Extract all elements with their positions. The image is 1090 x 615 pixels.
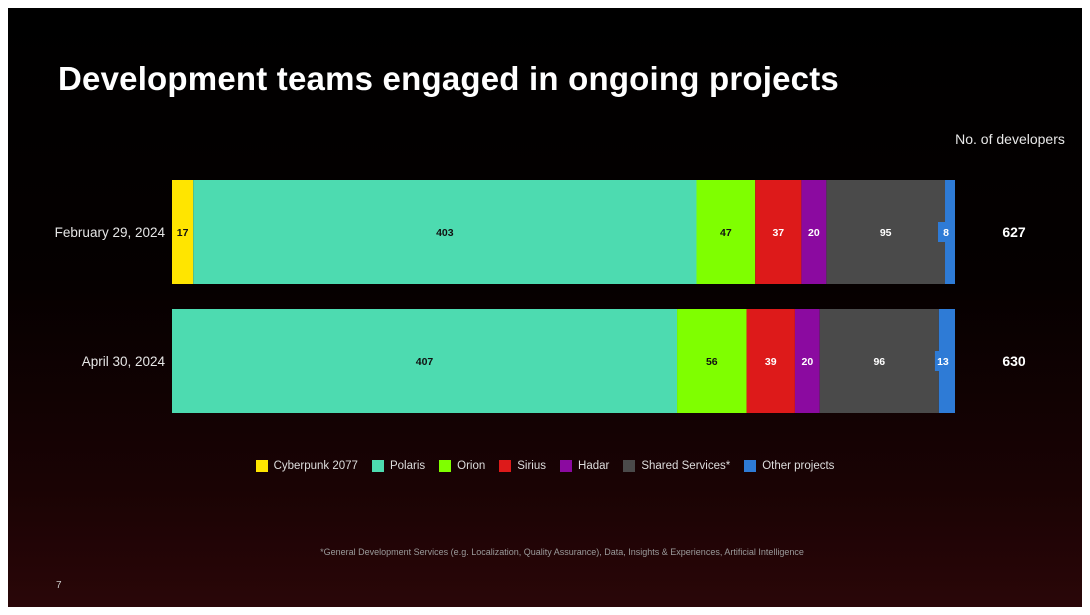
legend-swatch — [560, 460, 573, 472]
legend-item: Other projects — [744, 460, 834, 472]
data-label: 403 — [436, 227, 454, 239]
bar-segment — [801, 180, 827, 284]
bar-segment — [172, 180, 194, 284]
data-label: 407 — [416, 356, 434, 368]
data-label: 8 — [943, 227, 949, 239]
data-label: 17 — [177, 227, 189, 239]
slide: Development teams engaged in ongoing pro… — [8, 8, 1082, 607]
legend-label: Sirius — [517, 460, 547, 472]
legend-swatch — [744, 460, 757, 472]
data-label: 95 — [880, 227, 892, 239]
category-label: April 30, 2024 — [82, 354, 166, 369]
data-label: 20 — [808, 227, 820, 239]
bar-segment — [696, 180, 756, 284]
bar-segment — [677, 309, 747, 413]
bar-segment — [746, 309, 795, 413]
bar-segment — [172, 309, 678, 413]
legend-label: Polaris — [389, 460, 426, 472]
chart-legend: Cyberpunk 2077 Polaris Orion Sirius Hadar Sha… — [8, 460, 1082, 472]
legend-swatch — [371, 460, 384, 472]
legend-swatch — [623, 460, 636, 472]
data-label: 13 — [937, 356, 949, 368]
legend-swatch — [439, 460, 452, 472]
data-label: 37 — [772, 227, 784, 239]
legend-label: Shared Services* — [641, 460, 731, 472]
bar-segment — [755, 180, 802, 284]
data-label-box — [938, 222, 955, 242]
page-number: 7 — [56, 580, 62, 591]
legend-item: Hadar — [560, 460, 609, 472]
bar-segment — [819, 309, 939, 413]
bar-segment — [794, 309, 820, 413]
footnote: *General Development Services (e.g. Loca… — [320, 547, 804, 557]
legend-item: Sirius — [499, 460, 546, 472]
legend-swatch — [499, 460, 512, 472]
legend-item: Orion — [439, 460, 485, 472]
data-label: 39 — [765, 356, 777, 368]
legend-item: Cyberpunk 2077 — [255, 460, 358, 472]
data-label: 47 — [720, 227, 732, 239]
legend-label: Cyberpunk 2077 — [273, 460, 358, 472]
total-value: 630 — [1002, 353, 1026, 369]
totals-column-header: No. of developers — [955, 131, 1065, 147]
legend-label: Hadar — [578, 460, 610, 472]
total-value: 627 — [1002, 224, 1026, 240]
bar-segment — [193, 180, 697, 284]
legend-label: Orion — [457, 460, 486, 472]
data-label: 20 — [801, 356, 813, 368]
legend-item: Polaris — [371, 460, 426, 472]
legend-swatch — [255, 460, 268, 472]
data-label-box — [934, 351, 951, 371]
legend-item: Shared Services* — [623, 460, 730, 472]
data-label: 96 — [873, 356, 885, 368]
legend-label: Other projects — [762, 460, 835, 472]
bar-segment — [826, 180, 946, 284]
data-label: 56 — [706, 356, 718, 368]
stacked-bar-chart: February 29, 2024 17 403 47 37 20 95 8 627 April … — [55, 180, 1026, 413]
page-title: Development teams engaged in ongoing pro… — [58, 60, 839, 97]
category-label: February 29, 2024 — [55, 225, 166, 240]
